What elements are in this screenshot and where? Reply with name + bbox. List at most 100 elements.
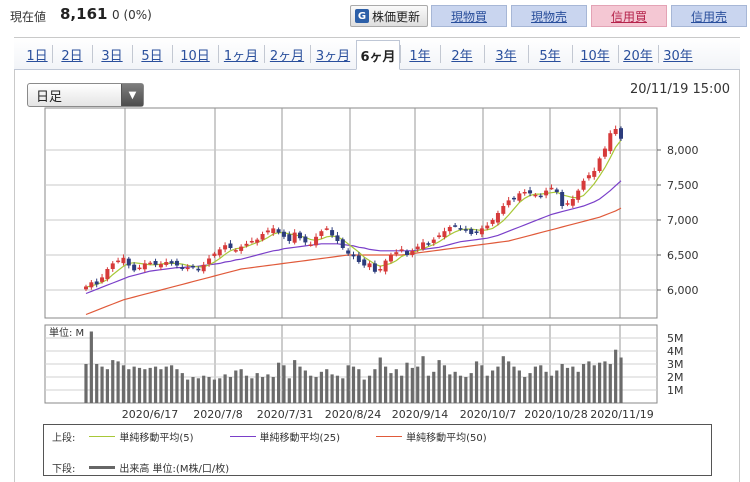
tab-period-12[interactable]: 5年 (539, 48, 561, 64)
chart-timestamp: 20/11/19 15:00 (630, 82, 730, 97)
candle-body (506, 200, 511, 206)
candle-body (586, 175, 591, 179)
margin-buy-button[interactable]: 信用買 (591, 5, 667, 27)
volume-bar (416, 366, 420, 403)
volume-bar (448, 374, 452, 403)
tab-period-10[interactable]: 2年 (451, 48, 473, 64)
legend-ma50-label: 単純移動平均(50) (406, 433, 487, 444)
volume-bar (255, 373, 259, 403)
candle-body (469, 228, 474, 234)
candle-body (324, 228, 329, 230)
volume-ytick-label: 1M (667, 384, 684, 397)
candle-body (522, 192, 527, 194)
x-tick-label: 2020/10/28 (524, 408, 587, 421)
volume-bar (512, 366, 516, 403)
volume-bar (544, 371, 548, 403)
volume-bar (116, 361, 120, 403)
tab-period-9[interactable]: 1年 (409, 48, 431, 64)
dropdown-arrow-icon[interactable]: ▼ (121, 84, 143, 106)
tab-separator (172, 45, 173, 63)
tab-period-7[interactable]: 3ヶ月 (315, 48, 351, 64)
tab-period-4[interactable]: 10日 (180, 48, 210, 64)
candle-body (121, 257, 126, 264)
candle-body (356, 255, 361, 262)
tab-period-13[interactable]: 10年 (580, 48, 610, 64)
candle-body (233, 250, 238, 252)
tab-separator (440, 45, 441, 63)
price-ytick-label: 6,500 (667, 249, 699, 262)
volume-bar (555, 370, 559, 403)
volume-bar (405, 362, 409, 403)
volume-bar (111, 360, 115, 403)
tab-period-1[interactable]: 2日 (61, 48, 83, 64)
margin-sell-button[interactable]: 信用売 (671, 5, 747, 27)
tab-period-11[interactable]: 3年 (495, 48, 517, 64)
volume-bar (239, 369, 243, 403)
x-tick-label: 2020/7/31 (257, 408, 313, 421)
volume-bar (159, 369, 163, 403)
candle-body (244, 243, 249, 246)
candle-body (565, 203, 570, 205)
volume-bar (523, 377, 527, 403)
tab-period-5[interactable]: 1ヶ月 (223, 48, 259, 64)
tab-period-14[interactable]: 20年 (623, 48, 653, 64)
volume-bar (491, 370, 495, 403)
candle-body (94, 281, 99, 285)
cash-buy-button[interactable]: 現物買 (431, 5, 507, 27)
price-ytick-label: 8,000 (667, 144, 699, 157)
tab-period-15[interactable]: 30年 (663, 48, 693, 64)
current-price-value: 8,161 (60, 5, 108, 23)
refresh-price-button[interactable]: G 株価更新 (350, 5, 428, 27)
tab-period-0[interactable]: 1日 (26, 48, 48, 64)
tab-period-2[interactable]: 3日 (101, 48, 123, 64)
legend-ma25-line (229, 436, 256, 437)
candle-body (105, 269, 110, 280)
interval-select-value: 日足 (36, 89, 63, 105)
candle-body (292, 232, 297, 243)
candle-body (287, 234, 292, 241)
volume-bar (153, 366, 158, 403)
candle-body (116, 260, 121, 263)
volume-bar (571, 366, 575, 403)
x-tick-label: 2020/8/24 (325, 408, 381, 421)
cash-sell-button[interactable]: 現物売 (511, 5, 587, 27)
candle-body (308, 244, 313, 246)
volume-bar (351, 366, 356, 403)
candle-body (271, 228, 276, 234)
volume-bar (95, 364, 99, 403)
volume-bar (228, 377, 233, 403)
candle-body (554, 189, 559, 192)
candle-body (372, 263, 377, 272)
candle-body (570, 199, 575, 206)
candle-body (153, 261, 158, 265)
volume-bar (170, 365, 174, 403)
volume-bar (400, 375, 404, 403)
interval-select[interactable]: 日足 ▼ (27, 83, 144, 107)
candle-body (576, 190, 581, 200)
volume-bar (384, 366, 388, 403)
candle-body (399, 249, 404, 251)
volume-bar (196, 378, 200, 403)
volume-bar (202, 375, 206, 403)
volume-bar (592, 365, 596, 403)
volume-bar (394, 369, 398, 403)
candle-body (378, 269, 383, 271)
tab-period-6[interactable]: 2ヶ月 (269, 48, 305, 64)
volume-bar (207, 377, 211, 403)
volume-bar (442, 365, 447, 403)
candle-body (335, 235, 340, 241)
x-tick-label: 2020/9/14 (392, 408, 448, 421)
volume-bar (191, 377, 195, 403)
volume-bar (148, 367, 152, 403)
candle-body (517, 193, 522, 201)
x-tick-label: 2020/7/8 (193, 408, 242, 421)
candle-body (265, 230, 270, 233)
candle-body (169, 261, 174, 264)
tab-period-3[interactable]: 5日 (141, 48, 163, 64)
candle-body (223, 245, 228, 250)
tab-period-8[interactable]: 6ヶ月 (356, 40, 400, 70)
candle-body (485, 225, 490, 229)
legend-volume-label: 出来高 単位:(M株/口/枚) (119, 464, 230, 475)
price-change: 0 (0%) (112, 8, 152, 22)
